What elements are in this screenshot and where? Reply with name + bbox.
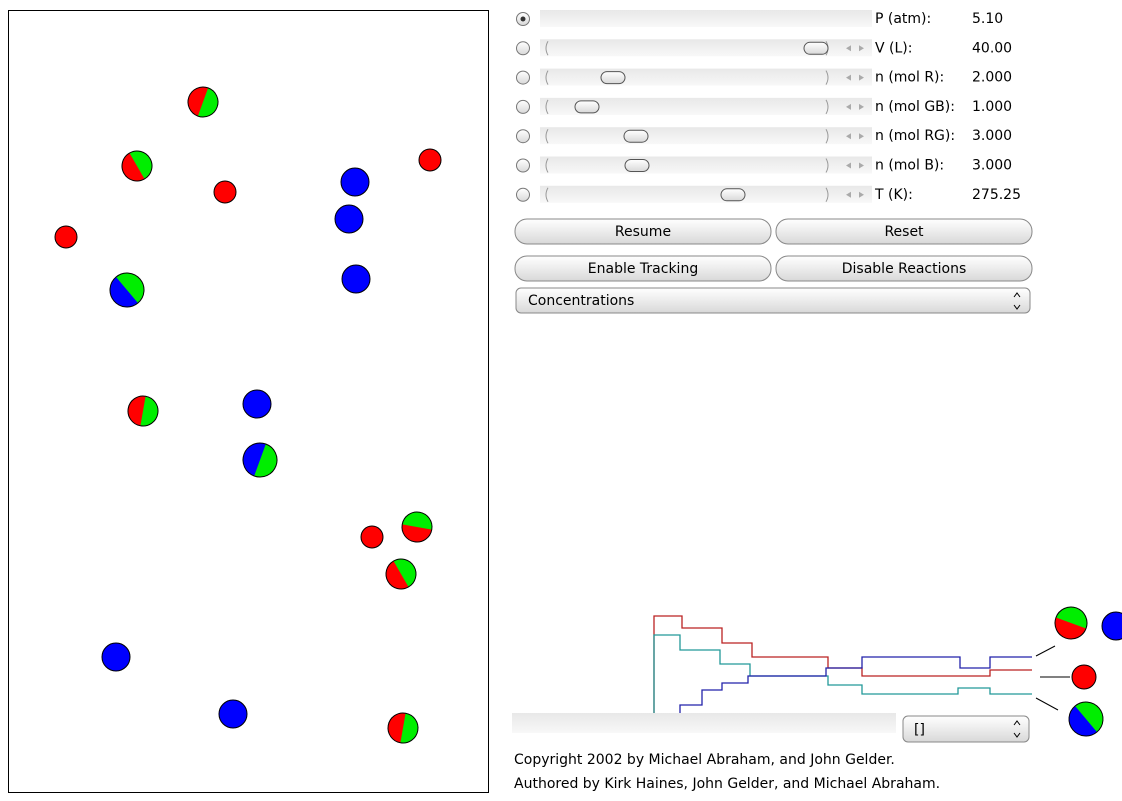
copyright: Copyright 2002 by Michael Abraham, and J… (514, 752, 895, 768)
control-value: 40.00 (972, 40, 1012, 56)
control-label: n (mol GB): (875, 99, 955, 115)
particle (219, 700, 247, 728)
radio-button[interactable] (517, 100, 530, 113)
radio-button[interactable] (517, 159, 530, 172)
control-label: n (mol B): (875, 158, 944, 174)
particle (419, 149, 441, 171)
slider-track[interactable] (540, 10, 872, 27)
applet: P (atm): 5.10 V (L): 40.00 n (mol R): 2.000 n … (0, 0, 1122, 801)
slider-track[interactable] (540, 127, 872, 144)
control-label: V (L): (875, 40, 912, 56)
legend-icons (1050, 602, 1122, 742)
view-select-label: Concentrations (528, 293, 634, 309)
particle (335, 205, 363, 233)
particle (243, 390, 271, 418)
controls: P (atm): 5.10 V (L): 40.00 n (mol R): 2.000 n … (517, 10, 1022, 203)
particle (1102, 612, 1122, 640)
radio-button[interactable] (517, 71, 530, 84)
slider-thumb[interactable] (804, 42, 828, 54)
control-value: 275.25 (972, 187, 1021, 203)
particle (214, 181, 236, 203)
button-label: Resume (615, 224, 671, 240)
control-label: T (K): (874, 187, 913, 203)
slider-thumb[interactable] (625, 160, 649, 172)
control-label: P (atm): (875, 11, 931, 27)
slider-thumb[interactable] (601, 72, 625, 84)
radio-button[interactable] (517, 188, 530, 201)
radio-button[interactable] (517, 130, 530, 143)
plot-line (680, 657, 1032, 715)
button-label: Reset (884, 224, 924, 240)
particle (361, 526, 383, 548)
particle (342, 265, 370, 293)
plot-line (654, 635, 1032, 715)
slider-track[interactable] (540, 69, 872, 86)
slider-thumb[interactable] (624, 130, 648, 142)
particle (1072, 665, 1096, 689)
control-value: 3.000 (972, 158, 1012, 174)
authors: Authored by Kirk Haines, John Gelder, an… (514, 776, 940, 792)
plot-line (654, 616, 1032, 715)
button-label: Disable Reactions (842, 261, 966, 277)
control-value: 5.10 (972, 11, 1003, 27)
control-value: 3.000 (972, 128, 1012, 144)
track-select-label: [] (914, 722, 925, 738)
concentration-plot (654, 616, 1070, 715)
control-value: 1.000 (972, 99, 1012, 115)
slider-track[interactable] (540, 186, 872, 203)
particle (1062, 695, 1110, 743)
control-value: 2.000 (972, 70, 1012, 86)
legend-connector (1036, 646, 1070, 710)
slider-thumb[interactable] (575, 101, 599, 113)
radio-button[interactable] (517, 42, 530, 55)
radio-dot (521, 17, 526, 22)
particle (341, 168, 369, 196)
particle (1050, 602, 1091, 643)
slider-track[interactable] (540, 157, 872, 174)
control-label: n (mol R): (875, 70, 944, 86)
button-label: Enable Tracking (588, 261, 698, 277)
particle (102, 643, 130, 671)
particle (55, 226, 77, 248)
slider-thumb[interactable] (721, 189, 745, 201)
control-label: n (mol RG): (875, 128, 955, 144)
scrollbar[interactable] (512, 713, 896, 733)
